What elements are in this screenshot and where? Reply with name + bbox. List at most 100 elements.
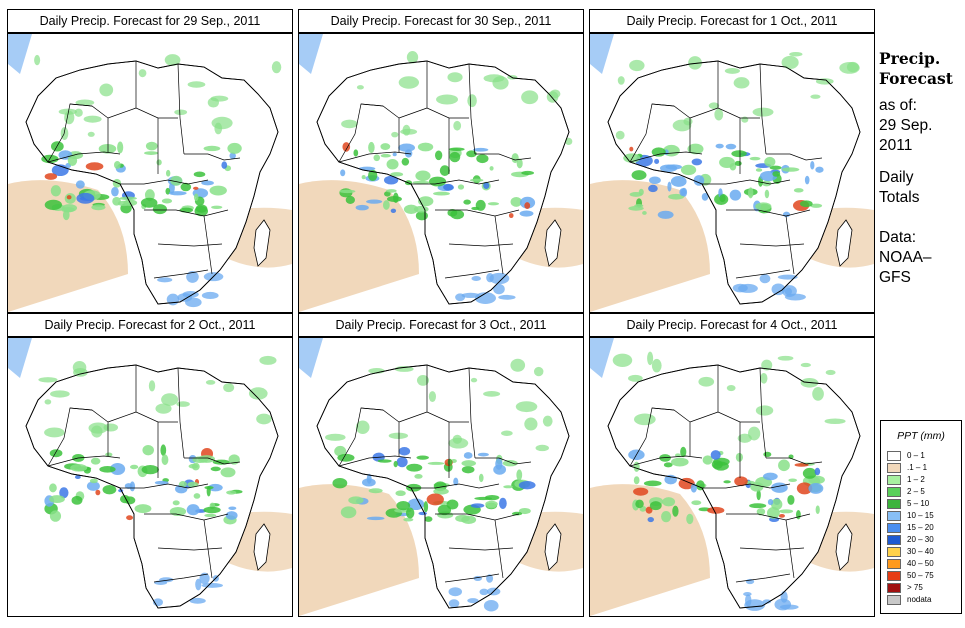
precip-region — [400, 128, 418, 135]
precip-region — [134, 504, 152, 514]
precip-region — [643, 480, 662, 487]
precip-region — [91, 204, 106, 211]
precip-region — [161, 393, 179, 406]
country-border — [338, 151, 412, 163]
precip-region — [299, 34, 323, 74]
legend-label: 50 – 75 — [907, 571, 934, 580]
precip-region — [479, 588, 489, 596]
madagascar — [544, 523, 562, 571]
country-border — [47, 407, 93, 467]
country-border — [759, 367, 767, 459]
daily-totals-label: Daily Totals — [879, 168, 965, 208]
precip-region — [745, 594, 752, 607]
africa-precip-map[interactable] — [589, 337, 875, 617]
precip-region — [71, 495, 83, 505]
precip-region — [192, 456, 209, 464]
text-line: 2011 — [879, 137, 913, 154]
precip-region — [631, 170, 647, 180]
precip-region — [715, 143, 724, 149]
precip-region — [489, 166, 494, 171]
precip-region — [634, 203, 644, 208]
precip-region — [784, 293, 806, 301]
panel-title: Daily Precip. Forecast for 4 Oct., 2011 — [589, 313, 875, 337]
africa-precip-map[interactable] — [7, 33, 293, 313]
precip-region — [341, 119, 358, 129]
precip-region — [49, 449, 63, 458]
forecast-panel-1: Daily Precip. Forecast for 29 Sep., 2011 — [7, 9, 293, 313]
country-border — [203, 519, 213, 579]
precip-region — [524, 202, 531, 210]
precip-region — [67, 154, 78, 166]
precip-region — [672, 505, 679, 517]
country-border — [475, 457, 532, 465]
precip-region — [416, 455, 429, 460]
precip-region — [406, 463, 423, 472]
precip-region — [680, 446, 687, 458]
precip-region — [510, 196, 522, 207]
precip-region — [206, 486, 211, 497]
precip-region — [141, 465, 159, 475]
legend-swatch — [887, 559, 901, 569]
precip-region — [161, 454, 169, 466]
precip-region — [455, 514, 470, 523]
precip-region — [384, 191, 391, 197]
precip-region — [763, 472, 778, 481]
precip-region — [472, 147, 489, 152]
precip-region — [662, 497, 676, 507]
precip-region — [75, 99, 95, 106]
precip-region — [424, 516, 433, 522]
legend-label: 40 – 50 — [907, 559, 934, 568]
precip-region — [502, 460, 518, 467]
precip-region — [299, 338, 323, 378]
precip-region — [657, 210, 674, 219]
precip-region — [325, 433, 346, 441]
precip-region — [105, 452, 113, 457]
precip-region — [489, 272, 510, 285]
precip-region — [142, 444, 154, 456]
precip-region — [207, 483, 223, 492]
ppt-legend: PPT (mm) 0 – 1 .1 – 1 1 – 2 2 – 5 5 – 10 10 –… — [880, 420, 962, 614]
country-border — [689, 411, 719, 423]
africa-precip-map[interactable] — [7, 337, 293, 617]
precip-region — [779, 509, 794, 514]
precip-region — [403, 517, 414, 522]
map-graphic — [590, 34, 874, 312]
precip-region — [760, 372, 768, 384]
precip-region — [492, 76, 509, 90]
precip-region — [483, 182, 490, 189]
precip-region — [428, 176, 447, 187]
precip-region — [474, 496, 492, 501]
forecast-panel-2: Daily Precip. Forecast for 30 Sep., 2011 — [298, 9, 584, 313]
legend-label: > 75 — [907, 583, 923, 592]
precip-region — [174, 109, 188, 116]
precip-region — [348, 496, 364, 505]
precip-region — [519, 210, 534, 217]
precip-region — [452, 434, 462, 444]
legend-title: PPT (mm) — [897, 430, 945, 442]
africa-precip-map[interactable] — [589, 33, 875, 313]
text-line: GFS — [879, 269, 911, 286]
africa-precip-map[interactable] — [298, 33, 584, 313]
precip-region — [511, 511, 523, 516]
precip-region — [99, 83, 114, 97]
precip-region — [461, 460, 477, 467]
legend-item: 40 – 50 — [887, 559, 959, 570]
country-border — [435, 209, 520, 217]
africa-precip-map[interactable] — [298, 337, 584, 617]
precip-region — [617, 76, 625, 85]
precip-region — [763, 451, 772, 458]
precip-region — [188, 463, 199, 469]
precip-region — [199, 572, 210, 585]
precip-region — [564, 137, 573, 145]
legend-item: nodata — [887, 595, 959, 606]
precip-region — [693, 175, 705, 186]
precip-region — [671, 457, 689, 467]
precip-region — [633, 413, 656, 426]
country-border — [338, 455, 412, 467]
country-border — [135, 365, 178, 423]
country-border — [120, 483, 209, 489]
legend-label: 1 – 2 — [907, 475, 925, 484]
precip-region — [447, 208, 458, 217]
precip-region — [434, 150, 443, 161]
precip-region — [186, 270, 199, 283]
